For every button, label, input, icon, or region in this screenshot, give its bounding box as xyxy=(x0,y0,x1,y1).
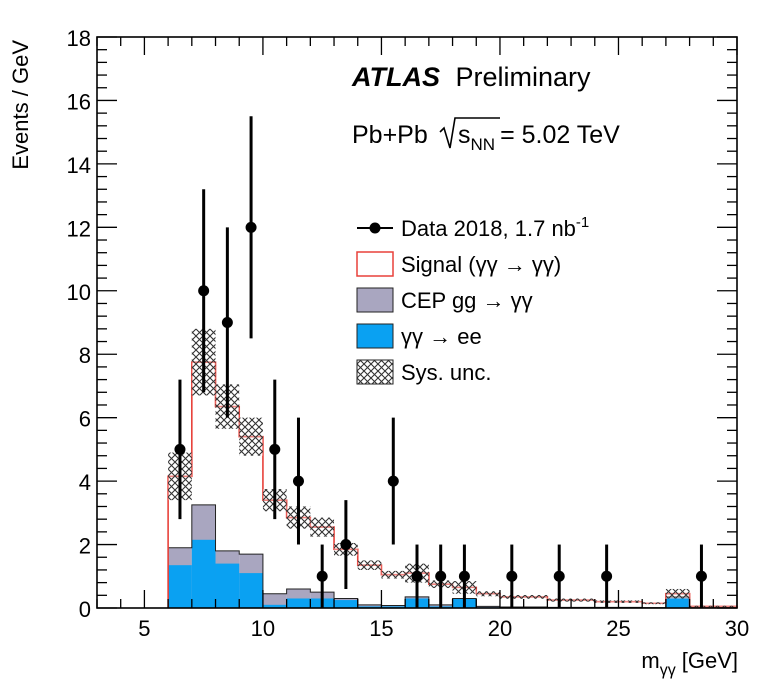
plot-area: 5 10 15 20 25 30 0 2 4 6 8 10 12 14 16 18 xyxy=(67,26,750,641)
data-point xyxy=(340,539,352,551)
legend-item-sys: Sys. unc. xyxy=(356,359,491,385)
data-point xyxy=(411,570,423,582)
ee-bar xyxy=(215,563,240,608)
y-tick-label: 8 xyxy=(79,343,91,368)
y-tick-label: 16 xyxy=(67,89,91,114)
legend-sys-swatch xyxy=(356,359,394,385)
sys-unc-box xyxy=(357,560,382,570)
data-point xyxy=(553,570,565,582)
ee-bar xyxy=(191,539,216,608)
data-point xyxy=(506,570,518,582)
data-point xyxy=(601,570,613,582)
x-tick-label: 5 xyxy=(138,616,150,641)
data-point xyxy=(269,443,281,455)
legend-signal-swatch xyxy=(356,251,394,277)
legend-ee-swatch xyxy=(356,323,394,349)
data-point xyxy=(221,317,233,328)
y-tick-label: 6 xyxy=(79,407,91,432)
x-tick-label: 15 xyxy=(369,616,393,641)
y-tick-label: 0 xyxy=(79,597,91,622)
sys-unc-box xyxy=(381,570,406,579)
data-point xyxy=(292,475,304,487)
legend-label: Signal (γγ → γγ) xyxy=(401,252,561,277)
sqrt-symbol xyxy=(439,117,500,149)
ee-bar xyxy=(239,573,263,608)
data-point xyxy=(458,570,470,582)
x-tick-label: 25 xyxy=(606,616,630,641)
header-line-1: ATLAS Preliminary xyxy=(351,62,591,92)
y-tick-label: 14 xyxy=(67,153,91,178)
x-tick-label: 30 xyxy=(725,616,749,641)
x-axis-label: mγγ [GeV] xyxy=(641,648,738,679)
y-tick-label: 2 xyxy=(79,534,91,559)
data-point xyxy=(435,570,447,582)
y-tick-label: 4 xyxy=(79,470,91,495)
sys-unc-box xyxy=(642,602,666,605)
sys-unc-box xyxy=(239,417,263,456)
legend-item-ee: γγ → ee xyxy=(356,323,482,349)
legend-data-marker xyxy=(369,222,381,234)
sys-unc-box xyxy=(665,588,690,599)
legend-label: Data 2018, 1.7 nb-1 xyxy=(401,214,589,241)
ee-bar xyxy=(665,598,690,608)
ee-bar xyxy=(286,598,311,608)
legend-label: γγ → ee xyxy=(401,324,482,349)
ee-bar xyxy=(262,604,287,608)
y-tick-label: 10 xyxy=(67,280,91,305)
x-tick-label: 10 xyxy=(251,616,275,641)
x-tick-label: 20 xyxy=(488,616,512,641)
legend-label: CEP gg → γγ xyxy=(401,288,533,313)
data-point xyxy=(695,570,707,582)
y-axis-label: Events / GeV xyxy=(8,40,33,170)
cep-bar xyxy=(262,593,287,608)
ee-bar xyxy=(168,565,192,608)
data-point xyxy=(387,475,399,487)
sys-unc-box xyxy=(476,591,500,597)
legend-item-signal: Signal (γγ → γγ) xyxy=(356,251,561,277)
header-energy: sNN = 5.02 TeV xyxy=(458,121,620,154)
atlas-qualifier: Preliminary xyxy=(456,62,592,92)
data-point xyxy=(174,443,186,455)
sys-unc-box xyxy=(310,517,335,537)
y-tick-label: 12 xyxy=(67,216,91,241)
legend-item-data: Data 2018, 1.7 nb-1 xyxy=(357,214,589,241)
data-point xyxy=(198,285,210,297)
legend-label: Sys. unc. xyxy=(401,360,491,385)
ee-bar xyxy=(334,600,358,608)
y-tick-label: 18 xyxy=(67,26,91,51)
header-system: Pb+Pb xyxy=(352,121,428,149)
sys-unc-box xyxy=(499,594,548,599)
atlas-brand: ATLAS xyxy=(351,62,440,92)
legend-cep-swatch xyxy=(356,287,394,313)
plot-frame xyxy=(96,36,738,609)
legend: Data 2018, 1.7 nb-1 Signal (γγ → γγ) CEP g… xyxy=(356,214,589,385)
data-point xyxy=(245,221,257,233)
data-point xyxy=(316,570,328,582)
legend-item-cep: CEP gg → γγ xyxy=(356,287,533,313)
